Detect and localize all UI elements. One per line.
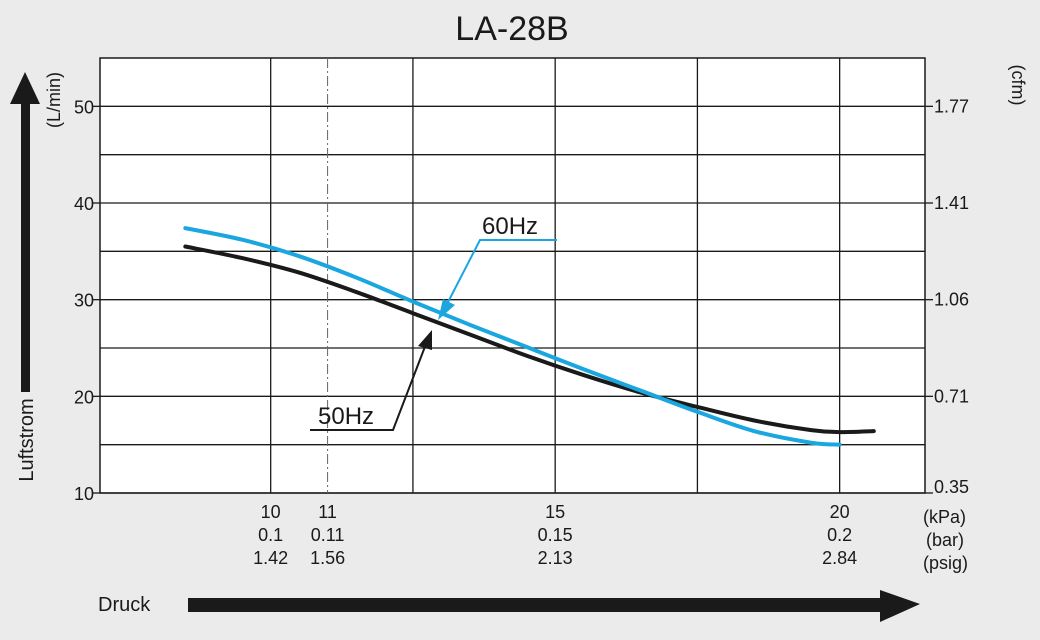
label-arrowhead-50hz (418, 330, 432, 350)
series-label-50hz: 50Hz (318, 403, 374, 430)
plot-area (99, 57, 926, 494)
label-arrowhead-60hz (438, 299, 455, 320)
y-tick-left-label: 40 (74, 194, 94, 214)
y-ticks-right: 0.35 0.71 1.06 1.41 1.77 (925, 96, 969, 497)
y-tick-left-label: 10 (74, 484, 94, 504)
x-tick-label-psig: 2.13 (538, 548, 573, 568)
y-unit-right: (cfm) (1008, 65, 1028, 106)
x-unit-bar: (bar) (926, 530, 964, 550)
series-layer (183, 226, 876, 447)
series-label-60hz: 60Hz (482, 213, 538, 240)
x-tick-label-bar: 0.2 (827, 525, 852, 545)
y-tick-right-label: 0.35 (934, 477, 969, 497)
series-labels: 60Hz 50Hz (310, 213, 557, 431)
y-unit-left: (L/min) (44, 72, 64, 128)
series-line-50hz (183, 244, 876, 435)
y-tick-right-label: 1.77 (934, 96, 969, 116)
x-tick-label-psig: 1.42 (253, 548, 288, 568)
x-unit-kpa: (kPa) (923, 507, 966, 527)
x-tick-label-psig: 2.84 (822, 548, 857, 568)
y-tick-right-label: 0.71 (934, 386, 969, 406)
y-tick-right-label: 1.41 (934, 193, 969, 213)
x-ticks: 10 0.1 1.42 11 0.11 1.56 15 0.15 2.13 20 0.2 2.84 (253, 502, 857, 568)
chart-title: LA-28B (455, 10, 568, 48)
y-axis-arrow-icon (10, 72, 40, 392)
label-leader-50hz (310, 343, 427, 431)
plot-background (99, 57, 926, 494)
x-tick-label-bar: 0.15 (538, 525, 573, 545)
x-tick-label-kpa: 20 (830, 502, 850, 522)
x-tick-label-kpa: 10 (261, 502, 281, 522)
x-tick-label-bar: 0.1 (258, 525, 283, 545)
y-tick-left-label: 50 (74, 97, 94, 117)
y-tick-left-label: 30 (74, 291, 94, 311)
label-leader-60hz (445, 239, 557, 307)
y-ticks-left: 10 20 30 40 50 (74, 97, 100, 504)
series-line-60hz (183, 226, 842, 447)
x-tick-label-bar: 0.11 (311, 525, 345, 545)
y-tick-right-label: 1.06 (934, 290, 969, 310)
x-unit-psig: (psig) (923, 553, 968, 573)
x-axis-title: Druck (98, 594, 151, 616)
x-tick-label-kpa: 11 (318, 502, 337, 522)
x-axis-arrow-icon (188, 590, 920, 622)
y-tick-left-label: 20 (74, 387, 94, 407)
x-tick-label-kpa: 15 (545, 502, 565, 522)
x-tick-label-psig: 1.56 (310, 548, 345, 568)
y-axis-title: Luftstrom (16, 398, 38, 481)
grid-lines (100, 58, 925, 494)
